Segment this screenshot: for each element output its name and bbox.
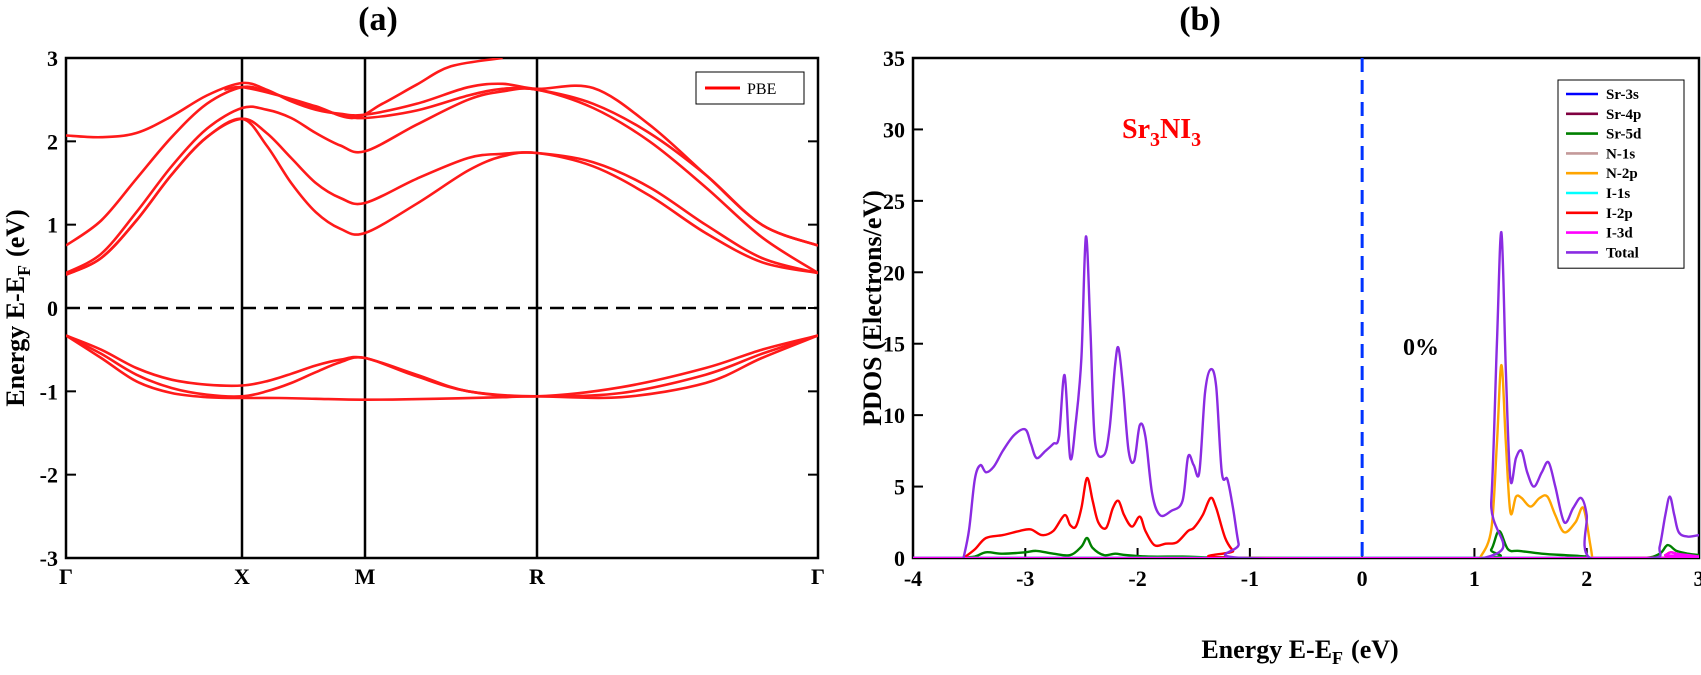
pdos-x-axis-label: Energy E-EF (eV) (1201, 635, 1398, 668)
pdos-legend: Sr-3s Sr-4p Sr-5d N-1s N-2p I-1s I-2p I-3d Total (1557, 79, 1685, 269)
band-line-band-c5 (66, 117, 818, 276)
pdos-legend-label: I-3d (1606, 226, 1633, 242)
band-x-tick-label: X (234, 564, 250, 589)
band-x-tick-label: M (355, 564, 376, 589)
pdos-line-n-2p (1478, 363, 1594, 558)
pdos-legend-label: Sr-3s (1606, 87, 1639, 103)
band-y-tick-label: -2 (40, 463, 58, 488)
panel-a-label: (a) (358, 1, 398, 38)
pdos-legend-label: N-2p (1606, 166, 1638, 182)
pdos-legend-label: N-1s (1606, 146, 1635, 162)
pdos-x-tick-label: 1 (1469, 566, 1480, 591)
band-y-tick-label: 1 (47, 213, 58, 238)
pdos-legend-label: I-2p (1606, 206, 1633, 222)
pdos-x-label-sub: F (1332, 648, 1343, 668)
pdos-y-tick-label: 5 (894, 475, 905, 500)
band-y-tick-label: 3 (47, 46, 58, 71)
pdos-y-tick-label: 30 (883, 117, 905, 142)
pdos-x-tick-label: -2 (1128, 566, 1146, 591)
band-structure-chart: -3 -2 -1 0 1 2 3 Γ X M R Γ PBE Energy E-EF (eV) (1, 46, 825, 589)
pdos-y-tick-label: 0 (894, 546, 905, 571)
pdos-y-tick-label: 15 (883, 332, 905, 357)
pdos-x-tick-label: 3 (1694, 566, 1701, 591)
compound-formula-part: NI (1160, 114, 1191, 145)
pdos-legend-label: Total (1606, 245, 1639, 261)
band-y-axis-label: Energy E-EF (eV) (1, 209, 34, 406)
pdos-line-total (962, 231, 1699, 558)
band-line-band-v2 (66, 334, 818, 398)
pdos-y-tick-label: 25 (883, 189, 905, 214)
pdos-x-label-unit: (eV) (1351, 635, 1399, 664)
band-legend: PBE (695, 71, 805, 105)
pdos-x-tick-label: 2 (1581, 566, 1592, 591)
pdos-x-tick-label: 0 (1357, 566, 1368, 591)
band-line-band-c3 (66, 87, 818, 275)
band-y-tick-label: 2 (47, 129, 58, 154)
compound-formula-part: 3 (1150, 129, 1160, 151)
band-line-band-c1 (66, 81, 818, 247)
band-x-tick-label: R (529, 564, 546, 589)
band-line-band-v1 (66, 334, 818, 398)
pdos-legend-label: Sr-5d (1606, 127, 1642, 143)
band-y-tick-label: -3 (40, 546, 58, 571)
pdos-line-i-2p (962, 476, 1699, 558)
pdos-y-tick-label: 20 (883, 260, 905, 285)
band-y-label-sub: F (14, 265, 34, 276)
pdos-y-tick-label: 35 (883, 46, 905, 71)
compound-formula-label: Sr3NI3 (1122, 114, 1201, 151)
band-line-band-c4 (66, 117, 818, 276)
band-x-tick-label: Γ (59, 564, 73, 589)
band-y-label-main: Energy E-E (1, 276, 30, 407)
strain-label: 0% (1403, 335, 1439, 361)
band-y-label-unit: (eV) (1, 209, 30, 257)
pdos-x-tick-label: -4 (904, 566, 922, 591)
pdos-legend-label: I-1s (1606, 186, 1630, 202)
pdos-y-tick-label: 10 (883, 403, 905, 428)
band-line-band-v3 (66, 334, 818, 402)
pdos-y-axis-label: PDOS (Electrons/eV) (858, 190, 887, 426)
pdos-x-label-main: Energy E-E (1201, 635, 1332, 664)
panel-b-label: (b) (1179, 1, 1221, 38)
pdos-legend-label: Sr-4p (1606, 107, 1641, 123)
band-y-tick-label: 0 (47, 296, 58, 321)
pdos-x-tick-label: -1 (1241, 566, 1259, 591)
band-x-tick-label: Γ (811, 564, 825, 589)
compound-formula-part: 3 (1191, 129, 1201, 151)
band-y-tick-label: -1 (40, 379, 58, 404)
legend-label-pbe: PBE (747, 81, 776, 98)
pdos-line-i-3d (913, 551, 1699, 558)
compound-formula-part: Sr (1122, 114, 1150, 145)
band-line-band-c6 (224, 58, 503, 120)
pdos-x-tick-label: -3 (1016, 566, 1034, 591)
